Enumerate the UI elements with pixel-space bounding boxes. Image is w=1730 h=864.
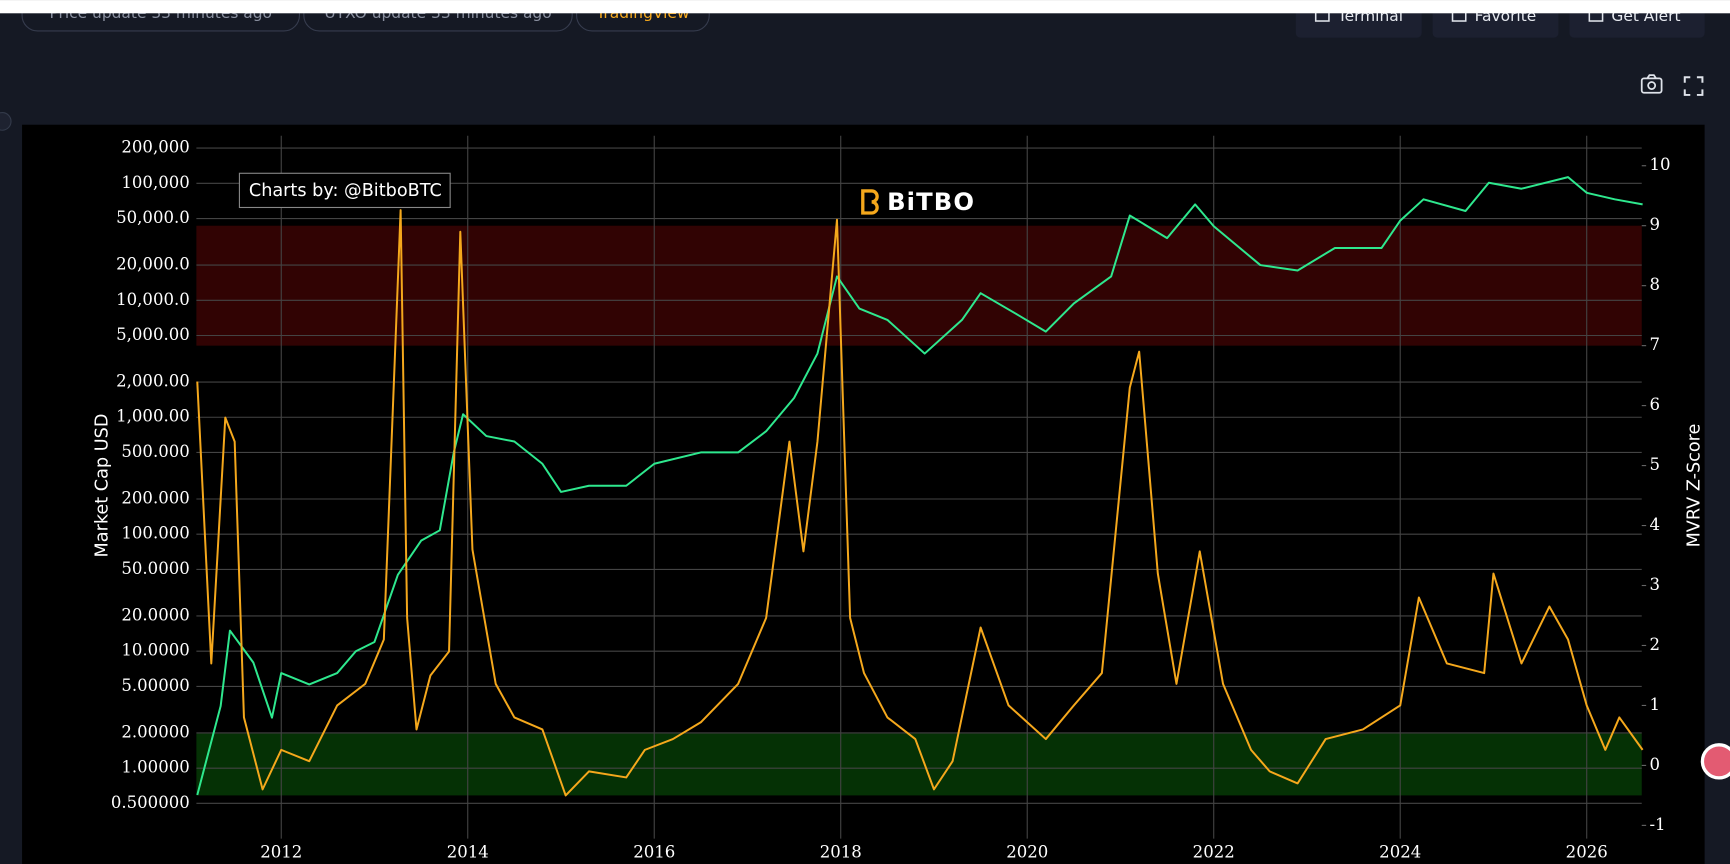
y-tick-label: 1,000.00 [116, 407, 190, 426]
side-handle[interactable] [0, 112, 12, 131]
y2-tick-label: 9 [1649, 215, 1660, 234]
x-tick-label: 2026 [1566, 842, 1608, 861]
plot: 2012 2014 2016 2018 2020 2022 2024 2026200,0001… [111, 135, 1671, 861]
y2-axis-title: MVRV Z-Score [1685, 424, 1705, 548]
y2-tick-label: 1 [1649, 695, 1660, 714]
y-tick-label: 2,000.00 [116, 372, 190, 391]
z-score-band [196, 225, 1642, 346]
y2-tick-label: 4 [1649, 515, 1660, 534]
y-tick-label: 0.500000 [111, 793, 190, 812]
expand-icon[interactable] [1683, 76, 1704, 96]
y-tick-label: 10.0000 [121, 641, 189, 660]
camera-icon[interactable] [1640, 74, 1663, 94]
y-tick-label: 200,000 [121, 138, 189, 157]
y2-tick-label: 8 [1649, 275, 1660, 294]
y2-tick-label: 0 [1649, 755, 1660, 774]
x-tick-label: 2020 [1006, 842, 1048, 861]
y-tick-label: 500.000 [121, 442, 189, 461]
x-tick-label: 2022 [1193, 842, 1235, 861]
floating-widget[interactable] [1700, 743, 1730, 780]
y2-tick-label: 6 [1649, 395, 1660, 414]
top-strip [0, 0, 1730, 14]
watermark-box [238, 172, 451, 209]
y2-tick-label: -1 [1649, 815, 1665, 834]
y2-tick-label: 2 [1649, 635, 1660, 654]
logo-text: BiTBO [887, 187, 975, 216]
y2-tick-label: 7 [1649, 335, 1660, 354]
x-tick-label: 2024 [1379, 842, 1421, 861]
toolbar-icons [1640, 74, 1704, 96]
x-tick-label: 2018 [820, 842, 862, 861]
series-line [196, 176, 1643, 796]
y-tick-label: 50.0000 [121, 559, 189, 578]
y-tick-label: 5,000.00 [116, 325, 190, 344]
x-tick-label: 2014 [447, 842, 489, 861]
logo-mark [861, 189, 879, 215]
y-axis-title: Market Cap USD [93, 414, 113, 558]
x-tick-label: 2012 [260, 842, 302, 861]
watermark: Charts by: @BitboBTC [249, 181, 442, 201]
y-tick-label: 2.00000 [121, 722, 189, 741]
series-line [196, 209, 1644, 797]
y-tick-label: 100.000 [121, 524, 189, 543]
y-tick-label: 200.000 [121, 489, 189, 508]
logo: BiTBO [861, 187, 975, 216]
z-score-band [196, 733, 1642, 796]
y2-tick-label: 5 [1649, 455, 1660, 474]
y-tick-label: 10,000.0 [116, 290, 190, 309]
y2-tick-label: 10 [1649, 155, 1670, 174]
y-tick-label: 100,000 [121, 173, 189, 192]
y-tick-label: 5.00000 [121, 676, 189, 695]
y-tick-label: 1.00000 [121, 758, 189, 777]
y-tick-label: 50,000.0 [116, 208, 190, 227]
y-tick-label: 20.0000 [121, 605, 189, 624]
x-tick-label: 2016 [633, 842, 675, 861]
y-tick-label: 20,000.0 [116, 255, 190, 274]
y2-tick-label: 3 [1649, 575, 1660, 594]
